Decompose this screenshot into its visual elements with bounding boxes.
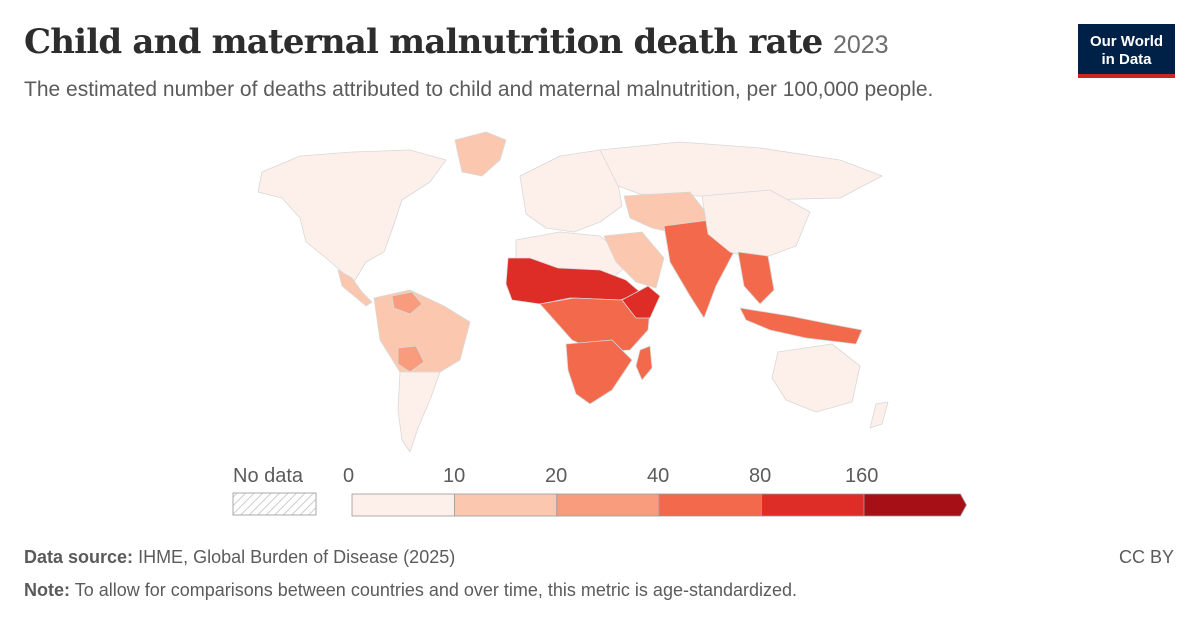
logo-line-2: in Data (1101, 51, 1152, 68)
legend-tick-80: 80 (749, 465, 772, 487)
bolivia-region (397, 345, 425, 373)
license-link[interactable]: CC BY (1118, 547, 1174, 567)
north-america-region (257, 149, 447, 283)
chart-note: Note: To allow for comparisons between c… (24, 580, 797, 601)
chart-title: Child and maternal malnutrition death ra… (24, 22, 823, 62)
legend-bin-0 (351, 493, 455, 517)
data-source-label: Data source: (24, 547, 134, 567)
chart-year: 2023 (832, 31, 889, 59)
logo-line-1: Our World (1089, 33, 1164, 50)
madagascar-region (635, 345, 653, 381)
note-label: Note: (24, 580, 70, 600)
central-africa-region (539, 289, 653, 353)
legend-no-data-label: No data (233, 465, 304, 487)
no-data-swatch (232, 492, 317, 516)
new-zealand-region (869, 401, 889, 429)
russia-region (599, 141, 883, 201)
southeast-asia-region (737, 251, 775, 305)
legend-tick-10: 10 (443, 465, 466, 487)
map-legend (232, 492, 967, 517)
data-source-text: IHME, Global Burden of Disease (2025) (138, 547, 456, 567)
horn-of-africa-region (621, 285, 661, 319)
east-asia-region (701, 189, 811, 261)
legend-tick-20: 20 (545, 465, 568, 487)
legend-tick-160: 160 (845, 465, 879, 487)
owid-logo[interactable]: Our World in Data (1078, 24, 1175, 78)
legend-bin-5 (863, 493, 967, 517)
legend-tick-40: 40 (647, 465, 670, 487)
indonesia-region (739, 307, 863, 345)
europe-region (519, 149, 623, 233)
central-america-region (337, 269, 373, 307)
legend-bin-4 (761, 493, 865, 517)
note-text: To allow for comparisons between countri… (74, 580, 798, 600)
south-america-south-region (397, 371, 441, 453)
legend-bin-2 (556, 493, 660, 517)
legend-bin-1 (453, 493, 558, 517)
australia-region (771, 343, 861, 413)
greenland-region (454, 131, 507, 177)
legend-bin-3 (658, 493, 763, 517)
chart-subtitle: The estimated number of deaths attribute… (24, 78, 934, 101)
chart-title-row: Child and maternal malnutrition death ra… (24, 22, 889, 62)
middle-east-region (603, 231, 665, 289)
data-source: Data source: IHME, Global Burden of Dise… (24, 547, 455, 568)
legend-tick-0: 0 (343, 465, 355, 487)
venezuela-region (391, 291, 423, 315)
southern-africa-region (565, 339, 633, 405)
